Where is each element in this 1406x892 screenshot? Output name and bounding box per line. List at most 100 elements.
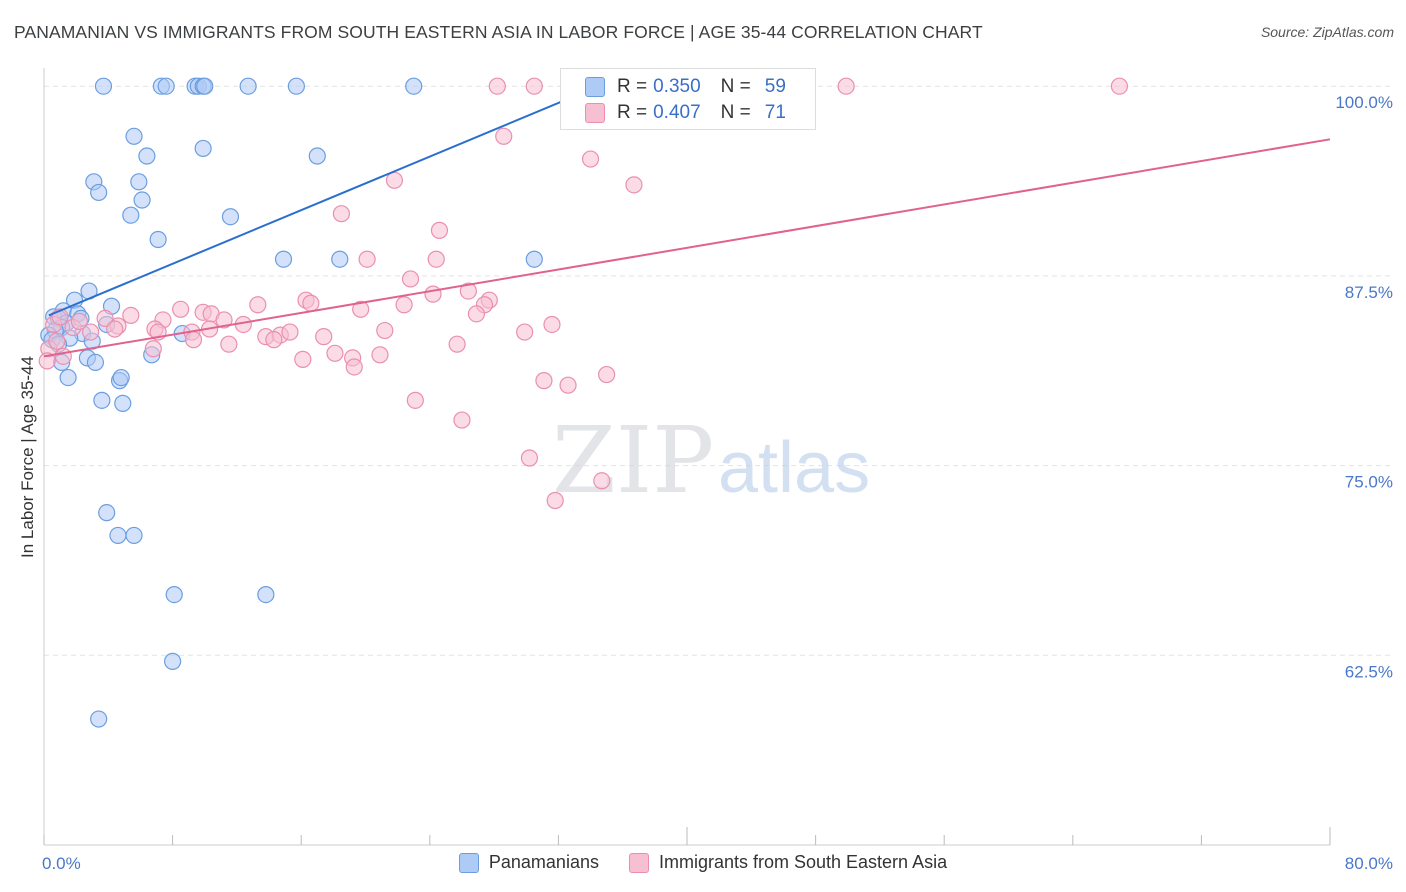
data-point [122,206,140,224]
data-point [125,127,143,145]
stats-row-panamanians: R = 0.350 N = 59 [585,74,786,100]
data-point [165,585,183,604]
data-point [352,300,370,318]
data-point [395,296,413,314]
data-point [144,340,162,358]
data-point [405,77,423,95]
legend-label: Panamanians [488,852,599,872]
data-point [172,300,190,318]
trendlines [43,85,1331,358]
data-point [488,77,506,95]
data-point [196,77,214,95]
data-point [516,323,534,341]
data-point [345,358,363,376]
n-value: 59 [764,76,786,97]
data-point [430,221,449,239]
data-point [467,305,486,323]
trendline-immigrants [43,138,1331,358]
data-point [371,346,389,364]
data-point [59,368,77,387]
x-tick-label: 80.0% [1345,854,1393,873]
data-point [125,526,143,545]
legend-swatch-blue [458,852,479,873]
data-point [96,309,114,328]
data-point [138,147,156,165]
r-value: 0.350 [653,76,701,97]
y-tick-label: 87.5% [1345,283,1393,302]
data-point [376,321,394,340]
data-point [332,205,350,223]
legend-swatch-pink [628,852,649,873]
legend-label: Immigrants from South Eastern Asia [658,852,948,872]
data-point [331,250,349,268]
data-point [1110,77,1129,95]
stats-row-immigrants: R = 0.407 N = 71 [585,100,786,126]
data-point [122,306,140,324]
data-point [194,139,212,158]
data-point [543,315,561,334]
stats-swatch-pink [585,103,605,123]
n-label: N = [720,76,751,97]
data-point [98,504,116,522]
data-point [535,372,553,390]
watermark: ZIP atlas [552,407,870,514]
data-point [302,294,320,312]
data-point [625,176,643,194]
data-point [495,127,513,145]
data-point [109,526,127,545]
data-point [315,328,333,346]
data-point [70,312,88,331]
legend-item-immigrants[interactable]: Immigrants from South Eastern Asia [628,852,948,873]
data-point [114,394,132,412]
data-point [593,472,611,490]
data-point [287,77,305,95]
data-point [48,332,66,350]
tick-labels: 100.0% 87.5% 75.0% 62.5% 0.0% 80.0% [42,93,1393,873]
data-point [106,320,124,338]
axes [43,68,1331,846]
data-point [427,250,445,268]
data-point [157,77,175,95]
data-point [130,173,148,191]
x-tick-label: 0.0% [42,854,81,873]
data-point [294,350,312,368]
data-point [249,296,267,314]
stats-legend: R = 0.350 N = 59 R = 0.407 N = 71 [560,68,816,130]
data-point [239,77,257,95]
data-point [86,353,105,372]
data-point [520,449,539,467]
legend-item-panamanians[interactable]: Panamanians [458,852,599,873]
watermark-atlas: atlas [718,428,870,508]
data-point [94,77,113,95]
data-point [525,250,543,268]
data-point [257,585,275,604]
data-point [82,323,100,341]
r-label: R = [617,76,648,97]
data-point [215,311,233,329]
data-point [184,331,203,349]
data-point [326,344,344,362]
data-point [546,491,564,510]
data-point [448,335,466,353]
data-point [453,411,471,429]
data-point [133,191,151,209]
data-point [424,285,442,303]
data-point [459,282,477,300]
data-point [598,365,616,384]
data-point [401,270,420,288]
data-point [220,335,238,353]
r-value: 0.407 [653,102,701,123]
y-axis-label: In Labor Force | Age 35-44 [18,356,37,558]
data-point [164,652,182,670]
data-point [581,150,600,168]
data-point [149,230,167,249]
data-point [559,376,577,394]
chart-title: PANAMANIAN VS IMMIGRANTS FROM SOUTH EAST… [14,22,983,42]
data-point [358,250,376,268]
grid-lines [44,85,1392,656]
data-point [54,347,72,365]
n-value: 71 [764,102,786,123]
source-label: Source: ZipAtlas.com [1260,24,1394,40]
r-label: R = [617,102,648,123]
data-point [308,147,326,165]
